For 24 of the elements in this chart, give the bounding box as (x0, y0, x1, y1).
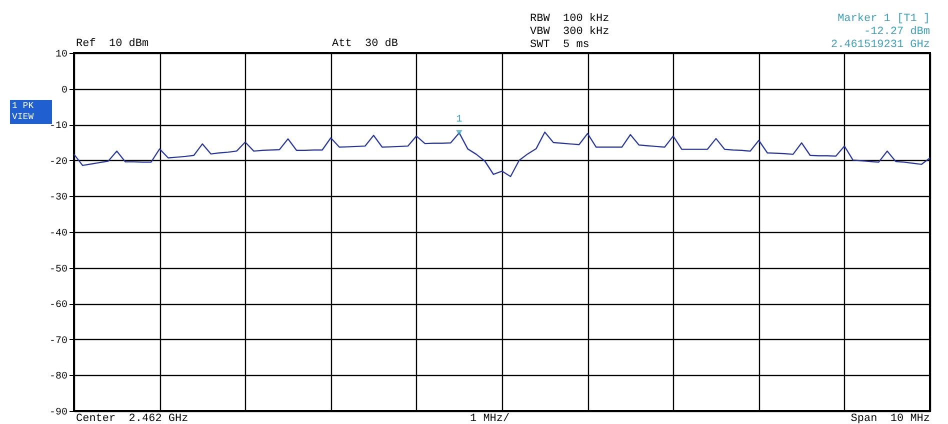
y-tick-label: 10 (55, 50, 68, 60)
text: Ref 10 dBm (76, 38, 149, 50)
y-tick-label: -30 (49, 192, 68, 204)
y-tick-label: 0 (61, 85, 68, 96)
y-tick-label: -80 (49, 372, 68, 383)
y-tick-label: -70 (49, 336, 68, 347)
y-tick-label: -60 (49, 300, 68, 312)
y-tick-label: -90 (49, 408, 68, 418)
text: 2.461519231 GHz (830, 39, 930, 51)
text: 1 PK VIEW (12, 101, 34, 122)
text: -12.27 dBm (864, 26, 930, 38)
text: RBW 100 kHz (530, 13, 610, 25)
annotation: 1 (456, 114, 462, 126)
text: VBW 300 kHz (530, 26, 610, 38)
text: 1 MHz/ (470, 413, 510, 424)
y-tick-label: -20 (49, 156, 68, 168)
y-tick-label: -10 (49, 121, 68, 132)
text: Att 30 dB (332, 38, 398, 50)
y-tick-label: -40 (49, 228, 68, 240)
text: SWT 5 ms (530, 39, 590, 51)
text: Marker 1 [T1 ] (838, 13, 930, 25)
text: Span 10 MHz (850, 413, 930, 424)
text: Center 2.462 GHz (76, 413, 188, 424)
y-tick-label: -50 (49, 264, 68, 276)
